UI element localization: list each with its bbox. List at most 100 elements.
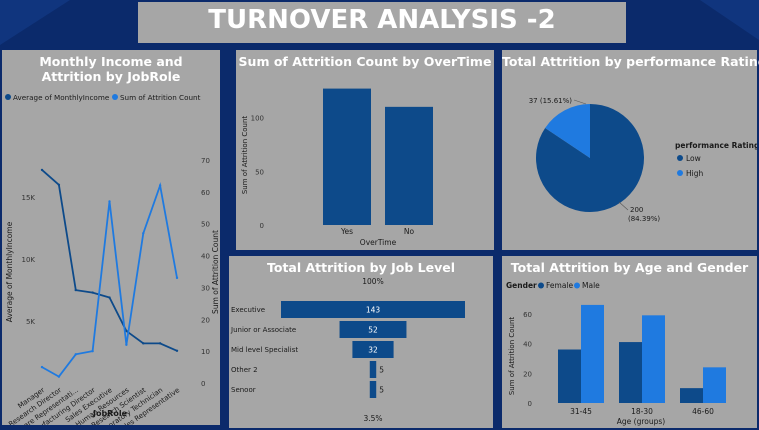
y-tick-label: 50 <box>255 168 264 176</box>
x-axis-title: JobRole <box>92 409 128 418</box>
funnel-bottom-label: 3.5% <box>363 414 382 423</box>
funnel-bar[interactable] <box>369 381 377 398</box>
legend-marker-income <box>5 94 11 100</box>
funnel-category-label: Senoor <box>231 386 256 394</box>
panel-attrition-overtime: Sum of Attrition Count by OverTime 0 50 10… <box>236 50 494 250</box>
legend-label-low[interactable]: Low <box>686 154 701 163</box>
panel-attrition-age-gender: Total Attrition by Age and Gender Gender… <box>502 256 757 428</box>
data-point-income[interactable] <box>74 288 77 292</box>
y-axis-title: Sum of Attrition Count <box>241 116 249 195</box>
funnel-category-label: Executive <box>231 306 265 314</box>
data-point-attrition[interactable] <box>74 353 77 356</box>
data-point-attrition[interactable] <box>125 343 128 346</box>
data-point-attrition[interactable] <box>158 184 162 187</box>
title-bar: TURNOVER ANALYSIS -2 <box>138 2 626 43</box>
funnel-bar[interactable] <box>352 341 394 358</box>
y-tick-label: 0 <box>260 222 264 230</box>
pie-slice-high[interactable] <box>545 104 590 158</box>
legend-marker-female <box>538 282 544 289</box>
data-point-income[interactable] <box>175 349 179 352</box>
data-point-attrition[interactable] <box>175 276 179 280</box>
y-axis-title: Sum of Attrition Count <box>508 317 516 396</box>
y-tick-label: 15K <box>22 194 36 202</box>
y2-tick-label: 30 <box>201 284 210 292</box>
y2-tick-label: 40 <box>201 253 210 261</box>
funnel-bar[interactable] <box>339 321 407 338</box>
chart-title-joblevel: Total Attrition by Job Level <box>266 260 455 275</box>
legend-label-attrition[interactable]: Sum of Attrition Count <box>120 93 201 102</box>
bar-chart-age-gender: Gender Female Male 0 20 40 60 Sum of Attrition … <box>506 281 726 426</box>
leader-line-low <box>618 201 629 211</box>
funnel-category-label: Mid level Specialist <box>231 346 298 354</box>
y-tick-label: 40 <box>523 341 532 349</box>
funnel-bar[interactable] <box>281 301 465 318</box>
funnel-value-label: 5 <box>379 386 384 395</box>
x-tick-label: Yes <box>340 227 353 236</box>
line-chart-income-attrition: Average of MonthlyIncome Sum of Attrition… <box>2 93 220 425</box>
data-point-attrition[interactable] <box>57 375 61 378</box>
legend-marker-low <box>677 155 683 161</box>
bar-female-46-60[interactable] <box>680 388 703 403</box>
x-tick-label: No <box>404 227 415 236</box>
funnel-category-label: Other 2 <box>231 366 258 374</box>
data-point-income[interactable] <box>57 183 61 186</box>
funnel-top-label: 100% <box>362 277 383 286</box>
legend-marker-male <box>574 282 580 289</box>
x-tick-label: 31-45 <box>570 407 592 416</box>
legend-marker-high <box>677 170 683 176</box>
data-point-income[interactable] <box>142 342 145 345</box>
data-point-attrition[interactable] <box>91 349 94 353</box>
bar-overtime-yes[interactable] <box>323 88 371 225</box>
page-title: TURNOVER ANALYSIS -2 <box>208 5 556 35</box>
pie-label-high: 37 (15.61%) <box>529 97 573 105</box>
data-point-attrition[interactable] <box>142 232 145 235</box>
funnel-value-label: 143 <box>366 306 381 315</box>
y2-tick-label: 20 <box>201 316 210 324</box>
bar-female-18-30[interactable] <box>619 342 642 403</box>
panel-income-attrition: Monthly Income and Attrition by JobRole … <box>2 50 220 425</box>
bar-overtime-no[interactable] <box>385 106 433 225</box>
bar-male-31-45[interactable] <box>581 304 604 403</box>
y2-tick-label: 60 <box>201 189 210 197</box>
data-point-income[interactable] <box>91 291 94 294</box>
funnel-chart-joblevel: 100% 3.5% Executive 143 Junior or Associate 5… <box>230 277 465 423</box>
y2-tick-label: 0 <box>201 380 205 388</box>
funnel-value-label: 5 <box>379 366 384 375</box>
y-tick-label: 0 <box>528 400 532 408</box>
funnel-bar[interactable] <box>369 361 377 378</box>
y-tick-label: 5K <box>26 318 35 326</box>
bar-female-31-45[interactable] <box>558 349 581 404</box>
leader-line-high <box>573 99 587 105</box>
legend-label-male[interactable]: Male <box>582 281 600 290</box>
y-tick-label: 20 <box>523 370 532 378</box>
legend-marker-attrition <box>112 94 118 100</box>
x-axis-title: OverTime <box>360 238 397 247</box>
series-line-attrition[interactable] <box>41 182 178 378</box>
pie-label-low-value: 200 <box>630 206 643 214</box>
y-tick-label: 100 <box>251 115 264 123</box>
data-point-income[interactable] <box>125 329 128 333</box>
chart-title-performance: Total Attrition by performance Rating <box>502 54 759 69</box>
data-point-income[interactable] <box>40 168 44 172</box>
bar-male-46-60[interactable] <box>703 367 726 403</box>
y-tick-label: 10K <box>22 256 36 264</box>
bar-male-18-30[interactable] <box>642 315 665 403</box>
y2-tick-label: 10 <box>201 348 210 356</box>
legend-title: performance Rating <box>675 141 757 150</box>
legend-title: Gender <box>506 281 537 290</box>
funnel-value-label: 32 <box>368 346 378 355</box>
legend-label-female[interactable]: Female <box>546 281 574 290</box>
data-point-income[interactable] <box>158 342 162 345</box>
data-point-attrition[interactable] <box>108 200 111 203</box>
x-tick-label: 18-30 <box>631 407 653 416</box>
legend-label-income[interactable]: Average of MonthlyIncome <box>13 93 110 102</box>
data-point-attrition[interactable] <box>40 365 44 369</box>
panel-attrition-performance: Total Attrition by performance Rating 37… <box>502 50 759 250</box>
data-point-income[interactable] <box>108 296 111 299</box>
funnel-category-label: Junior or Associate <box>230 326 296 334</box>
panel-attrition-joblevel: Total Attrition by Job Level 100% 3.5% Exe… <box>229 256 493 428</box>
x-tick-label: 46-60 <box>692 407 714 416</box>
legend-label-high[interactable]: High <box>686 169 703 178</box>
